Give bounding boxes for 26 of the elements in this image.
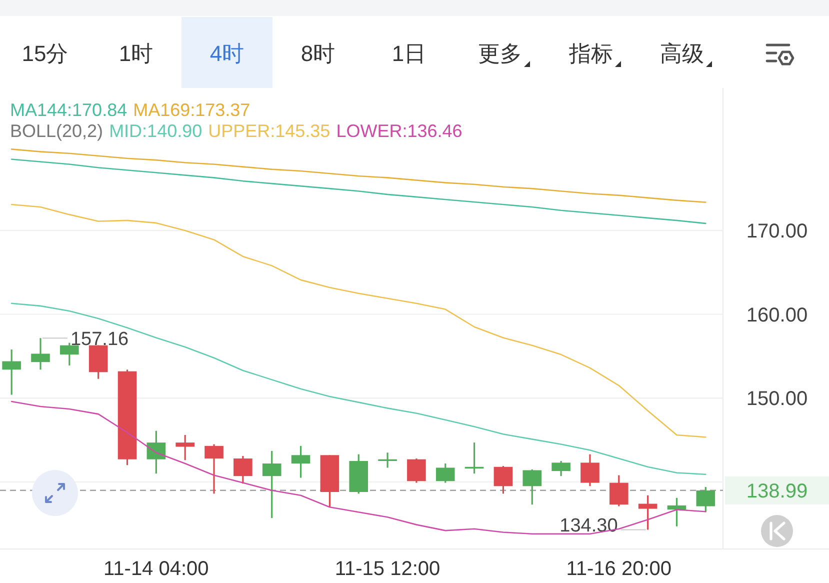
text: 指标 [568, 41, 613, 66]
y-tick-label: 150.00 [746, 388, 808, 410]
y-tick-label: 160.00 [746, 304, 808, 326]
text: 高级 [660, 41, 704, 66]
text: 15分 [22, 41, 68, 66]
value-note: 134.30 [560, 516, 646, 537]
line-series [10, 204, 706, 438]
legend: MA144:170.84 MA169:173.37 BOLL(20,2) MID:140.90 UPPER:145.35 LOWER:136.46 [10, 100, 462, 141]
ref-line-label: 138.99 [746, 480, 808, 502]
text: 1日 [392, 41, 426, 66]
x-tick-label: 11-14 04:00 [104, 558, 209, 580]
annotation: 134.30 [560, 516, 618, 537]
line-series [10, 400, 706, 535]
x-tick-label: 11-16 20:00 [566, 558, 672, 580]
text: 1时 [118, 41, 154, 66]
y-tick-label: 170.00 [746, 220, 808, 242]
value-note: 157.16 [42, 329, 129, 350]
price-tag: 138.99 [725, 476, 829, 504]
line-series [10, 148, 706, 203]
text: 8时 [300, 41, 336, 66]
text: 更多 [478, 41, 522, 66]
x-tick-label: 11-15 12:00 [334, 558, 440, 580]
tab-selected: 4时 [182, 17, 272, 88]
annotation: 157.16 [70, 329, 129, 350]
line-series [10, 158, 706, 224]
line-series [10, 302, 706, 476]
